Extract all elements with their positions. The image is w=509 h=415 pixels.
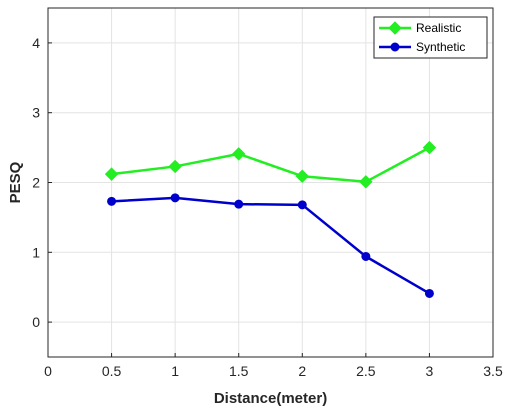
data-point xyxy=(424,288,434,298)
data-point xyxy=(168,159,182,174)
x-tick-label: 2 xyxy=(298,363,306,379)
legend-item: Realistic xyxy=(379,21,461,35)
data-point xyxy=(234,199,244,209)
data-point xyxy=(297,200,307,210)
y-tick-label: 3 xyxy=(32,105,40,121)
data-point xyxy=(107,196,117,206)
x-axis-label: Distance(meter) xyxy=(214,390,327,407)
data-point xyxy=(359,175,373,189)
x-tick-label: 1.5 xyxy=(229,363,249,379)
series-realistic xyxy=(104,140,437,189)
y-tick-label: 2 xyxy=(32,175,40,191)
series-group xyxy=(104,140,437,298)
y-tick-label: 0 xyxy=(32,314,40,330)
series-line xyxy=(111,146,431,184)
data-point xyxy=(170,193,180,203)
y-tick-label: 1 xyxy=(32,244,40,260)
y-tick-label: 4 xyxy=(32,35,40,51)
x-tick-label: 1 xyxy=(171,363,179,379)
legend-marker xyxy=(390,42,400,52)
axis-ticks: 0 0.5 1 1.5 2 2.5 3 3.5 0 1 2 3 4 xyxy=(32,35,503,379)
legend-marker xyxy=(388,21,402,35)
legend: Realistic Synthetic xyxy=(373,16,488,59)
grid xyxy=(47,8,494,357)
data-point xyxy=(422,140,437,155)
data-point xyxy=(295,169,309,183)
legend-label: Realistic xyxy=(416,21,461,35)
legend-label: Synthetic xyxy=(416,40,465,54)
x-tick-label: 0 xyxy=(44,363,52,379)
data-point xyxy=(104,167,119,181)
data-point xyxy=(361,251,371,261)
data-point xyxy=(232,147,246,161)
y-axis-label: PESQ xyxy=(7,161,24,203)
series-line xyxy=(111,196,431,295)
legend-item: Synthetic xyxy=(379,40,465,54)
x-tick-label: 3.5 xyxy=(483,363,503,379)
x-tick-label: 2.5 xyxy=(356,363,376,379)
series-synthetic xyxy=(107,193,434,298)
x-tick-label: 3 xyxy=(426,363,434,379)
x-tick-label: 0.5 xyxy=(102,363,122,379)
